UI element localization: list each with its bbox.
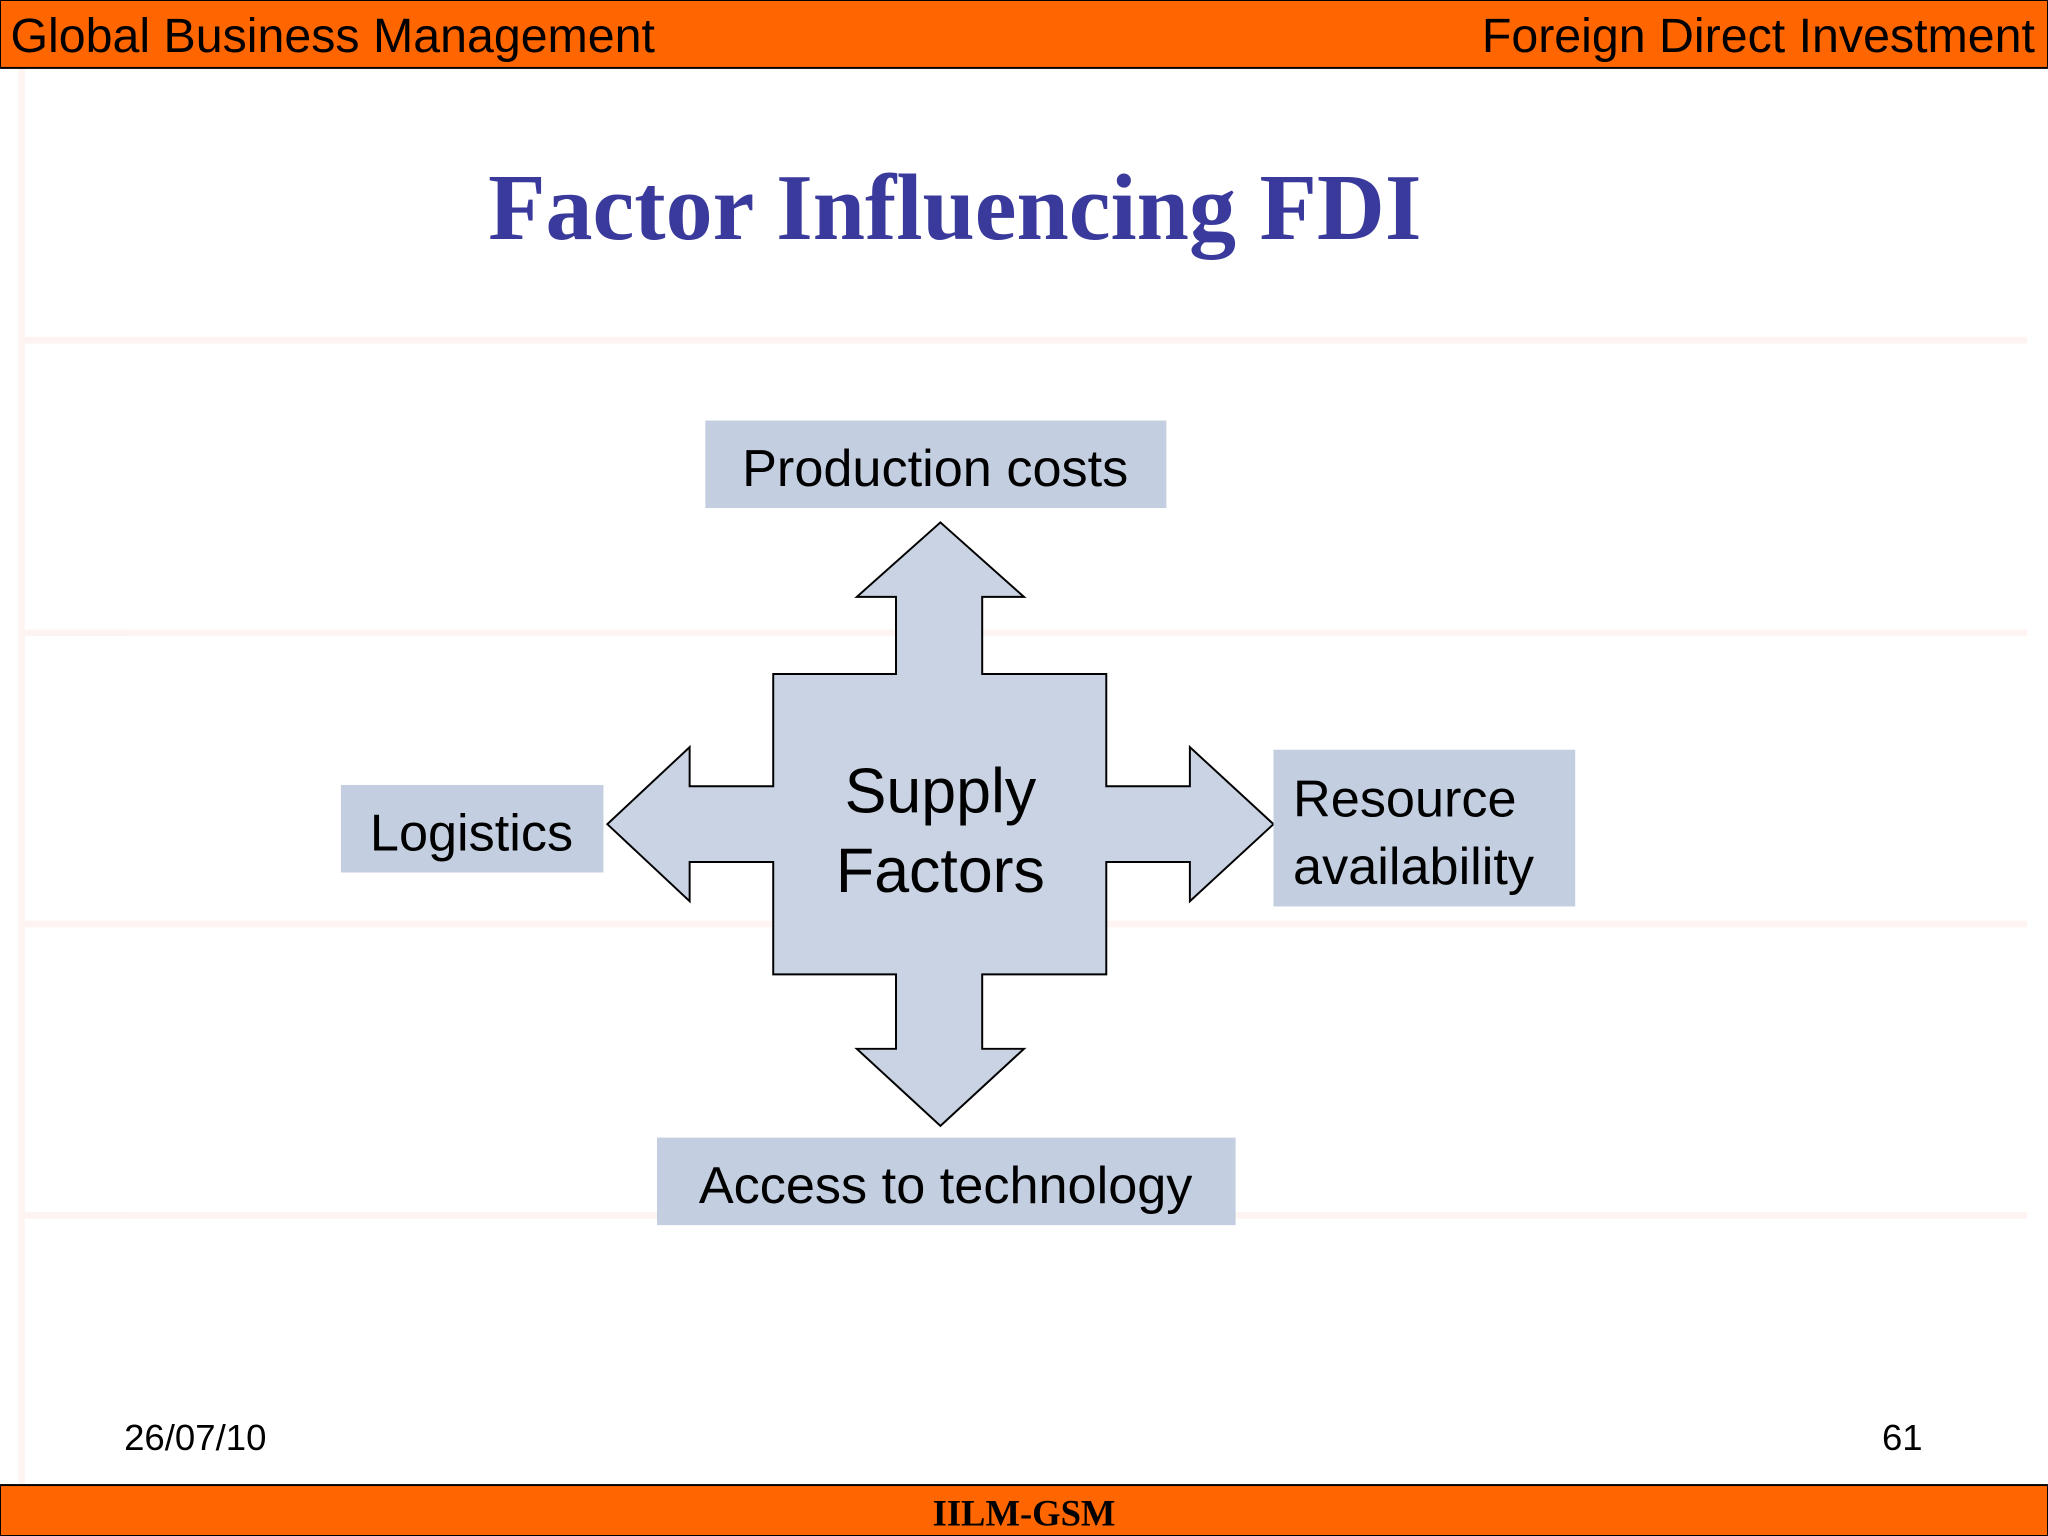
footer-label: IILM-GSM — [933, 1493, 1116, 1534]
factor-resource-line2: availability — [1293, 838, 1535, 896]
header-bar — [0, 0, 2048, 69]
factor-access-to-technology: Access to technology — [699, 1157, 1193, 1215]
header-right-title: Foreign Direct Investment — [1482, 9, 2036, 63]
slide-title: Factor Influencing FDI — [488, 156, 1421, 260]
slide-date: 26/07/10 — [124, 1417, 266, 1458]
supply-factors-cross-arrow — [605, 521, 1275, 1128]
header-left-title: Global Business Management — [10, 9, 655, 63]
center-label-line2: Factors — [836, 836, 1045, 906]
factor-production-costs: Production costs — [742, 440, 1128, 498]
factor-box-logistics — [340, 784, 604, 873]
factor-box-production-costs — [705, 420, 1167, 509]
slide-page-number: 61 — [1882, 1417, 1923, 1458]
center-label-line1: Supply — [845, 756, 1037, 826]
factor-box-resource-availability — [1273, 749, 1576, 907]
factor-resource-line1: Resource — [1293, 770, 1517, 828]
factor-box-access-to-technology — [656, 1137, 1236, 1226]
factor-logistics: Logistics — [370, 804, 573, 862]
